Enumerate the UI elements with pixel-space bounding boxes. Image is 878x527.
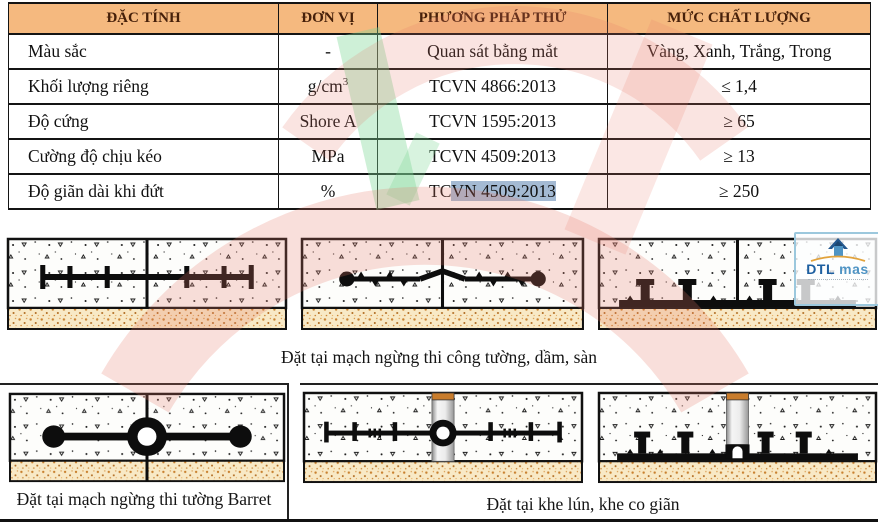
table-row: Khối lượng riêng g/cm3 TCVN 4866:2013 ≤ … <box>8 68 871 105</box>
cell-unit: - <box>278 33 378 70</box>
divider-line-vertical <box>287 383 289 521</box>
table-row: Cường độ chịu kéo MPa TCVN 4509:2013 ≥ 1… <box>8 138 871 175</box>
caption-barret: Đặt tại mạch ngừng thi tường Barret <box>16 489 272 509</box>
table-header-row: ĐẶC TÍNH ĐƠN VỊ PHƯƠNG PHÁP THỬ MỨC CHẤT… <box>8 2 871 35</box>
cell-unit: Shore A <box>278 103 378 140</box>
diagram-expansion-joint-centerbulb <box>302 391 584 486</box>
brand-name: DTL mas <box>806 261 869 277</box>
cell-unit: MPa <box>278 138 378 175</box>
cell-method: TCVN 4509:2013 <box>377 173 608 210</box>
cell-property: Độ giãn dài khi đứt <box>8 173 279 210</box>
diagram-expansion-joint-external <box>597 391 878 486</box>
cell-quality: ≤ 1,4 <box>607 68 871 105</box>
header-unit: ĐƠN VỊ <box>278 2 378 35</box>
cell-method: TCVN 1595:2013 <box>377 103 608 140</box>
header-method: PHƯƠNG PHÁP THỬ <box>377 2 608 35</box>
caption-expansion: Đặt tại khe lún, khe co giãn <box>486 494 680 514</box>
divider-line <box>300 383 878 385</box>
table-row: Màu sắc - Quan sát bằng mắt Vàng, Xanh, … <box>8 33 871 70</box>
selected-text: VN 4509:2013 <box>451 181 556 201</box>
quality-spec-table: ĐẶC TÍNH ĐƠN VỊ PHƯƠNG PHÁP THỬ MỨC CHẤT… <box>8 2 871 210</box>
cell-unit: % <box>278 173 378 210</box>
diagram-construction-joint-beaded <box>300 237 585 333</box>
cell-method: TCVN 4866:2013 <box>377 68 608 105</box>
cell-property: Cường độ chịu kéo <box>8 138 279 175</box>
brand-watermark-dtlmas: DTL mas <box>794 232 878 306</box>
cell-method: TCVN 4509:2013 <box>377 138 608 175</box>
brand-tagline-line <box>807 279 868 283</box>
cell-property: Độ cứng <box>8 103 279 140</box>
cell-property: Màu sắc <box>8 33 279 70</box>
table-row: Độ giãn dài khi đứt % TCVN 4509:2013 ≥ 2… <box>8 173 871 210</box>
cell-method: Quan sát bằng mắt <box>377 33 608 70</box>
header-quality: MỨC CHẤT LƯỢNG <box>607 2 871 35</box>
cell-unit: g/cm3 <box>278 68 378 105</box>
table-row: Độ cứng Shore A TCVN 1595:2013 ≥ 65 <box>8 103 871 140</box>
caption-row1: Đặt tại mạch ngừng thi công tường, dầm, … <box>281 347 597 367</box>
cell-quality: Vàng, Xanh, Trắng, Trong <box>607 33 871 70</box>
bottom-border-line <box>0 519 878 522</box>
cell-quality: ≥ 13 <box>607 138 871 175</box>
cell-quality: ≥ 65 <box>607 103 871 140</box>
diagram-construction-joint-ribbed <box>6 237 288 333</box>
header-property: ĐẶC TÍNH <box>8 2 279 35</box>
unit-superscript: 3 <box>342 76 349 89</box>
cell-property: Khối lượng riêng <box>8 68 279 105</box>
divider-line <box>0 383 288 385</box>
diagram-barret-wall-joint <box>8 392 286 485</box>
house-icon <box>827 238 848 257</box>
cell-quality: ≥ 250 <box>607 173 871 210</box>
swoosh-icon <box>810 255 865 262</box>
